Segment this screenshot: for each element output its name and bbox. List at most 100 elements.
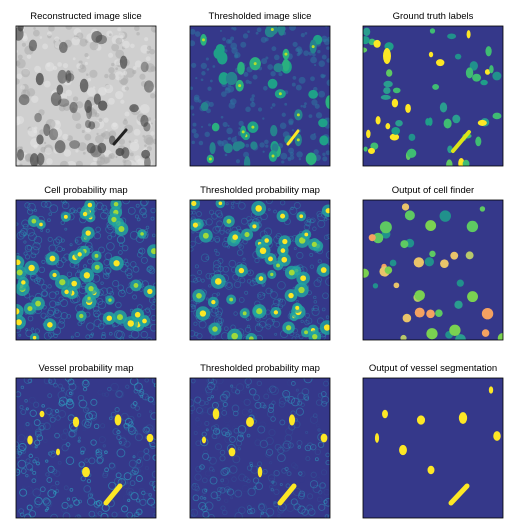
texture [242,33,249,39]
cell [69,140,81,149]
texture [119,477,128,486]
label [466,30,471,39]
texture [300,402,305,407]
texture [219,393,228,402]
texture [208,466,214,472]
texture [47,218,51,223]
texture [49,413,54,418]
vessel-spot [39,410,45,418]
texture [136,498,141,503]
texture [125,384,130,389]
texture [307,493,314,500]
panel-title: Thresholded probability map [200,185,320,196]
texture [23,251,28,256]
texture [204,500,209,504]
texture [215,251,220,257]
texture [96,455,105,464]
cell [50,92,62,107]
texture [33,27,36,30]
texture [55,290,60,295]
texture [317,441,325,448]
texture [129,141,140,152]
texture [295,84,302,91]
texture [39,36,43,39]
cell [237,61,245,75]
texture [226,430,232,436]
texture [88,114,92,118]
cell-center [32,335,37,340]
texture [295,388,299,392]
texture [90,161,99,166]
texture [93,423,100,430]
texture [34,439,41,446]
texture [133,65,137,70]
texture [70,335,74,339]
texture [214,237,220,244]
texture [289,206,298,215]
texture [102,444,106,448]
texture [111,43,120,52]
cell [140,61,149,73]
texture [121,505,129,513]
texture [69,243,73,247]
texture [23,378,32,384]
texture [265,144,269,148]
texture [84,458,90,463]
texture [139,207,147,216]
texture [304,319,310,326]
texture [246,324,251,329]
texture [148,492,153,497]
texture [33,29,40,37]
texture [231,404,240,413]
texture [107,386,112,392]
texture [132,266,140,273]
texture [326,58,330,63]
texture [231,47,238,54]
texture [249,280,256,287]
texture [150,122,153,125]
texture [95,226,101,233]
texture [63,485,69,491]
detected-cell [400,240,409,249]
texture [198,99,202,103]
texture [47,284,52,289]
texture [200,278,205,283]
detected-cell [465,251,474,260]
texture [128,490,133,495]
texture [136,413,142,418]
texture [212,226,220,234]
texture [16,78,20,85]
texture [100,287,109,296]
texture [216,318,223,325]
texture [86,87,96,97]
texture [77,142,87,151]
texture [312,53,316,57]
cell [119,55,128,69]
texture [202,510,210,518]
texture [49,416,56,423]
texture [62,62,69,69]
texture [112,428,120,436]
cell [200,102,209,112]
texture [246,216,252,222]
cell-center [282,238,288,245]
cell-center [259,247,267,255]
texture [205,57,209,61]
texture [87,258,93,265]
texture [219,449,226,456]
vessel-segment [427,465,435,475]
texture [40,200,48,208]
cell-center [281,256,288,263]
texture [16,60,21,67]
texture [35,461,40,466]
texture [224,49,228,53]
texture [32,488,42,497]
cell [218,72,229,85]
cell-core [208,157,212,161]
texture [33,456,40,463]
texture [273,320,280,328]
cell-center [85,230,91,236]
texture [30,468,34,472]
label [452,114,461,124]
texture [143,448,150,454]
